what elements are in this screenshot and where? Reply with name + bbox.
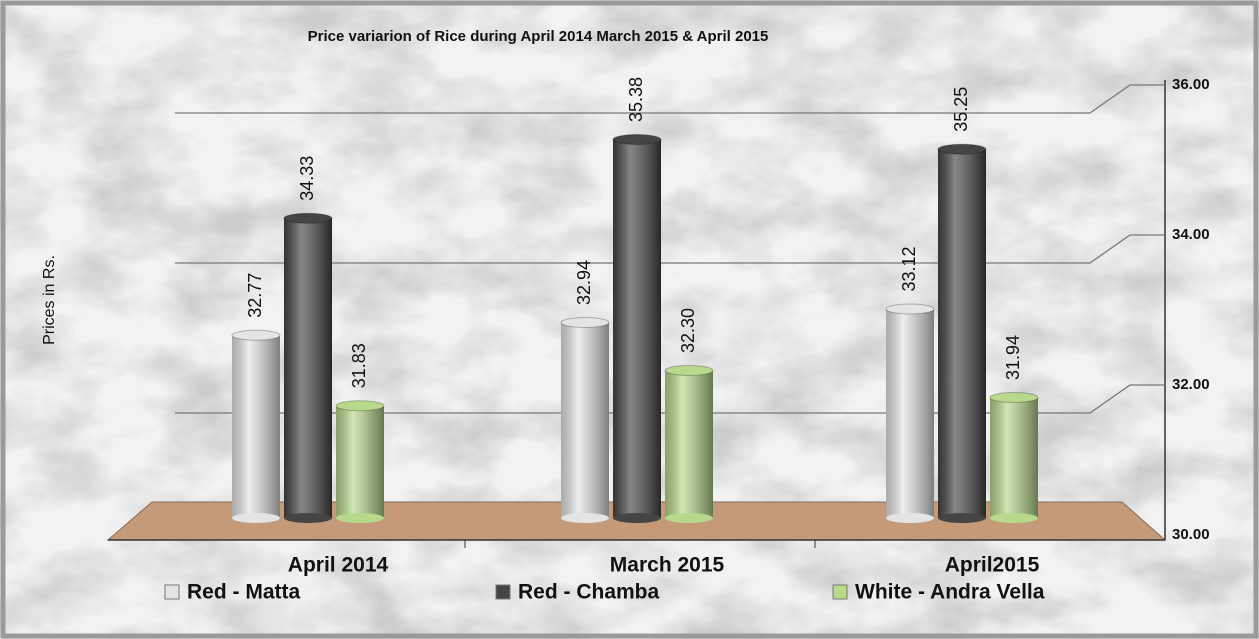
legend-label: Red - Matta: [187, 581, 300, 604]
data-label: 34.33: [297, 156, 317, 201]
data-label: 32.30: [678, 308, 698, 353]
legend-swatch: [832, 584, 848, 600]
bar: [989, 392, 1039, 523]
bar: [231, 329, 281, 523]
bar-bottom: [284, 513, 332, 523]
bar-bottom: [561, 513, 609, 523]
y-tick-label: 36.00: [1172, 76, 1210, 93]
bar-bottom: [938, 513, 986, 523]
bar-shade: [990, 397, 1038, 518]
y-axis-label: Prices in Rs.: [41, 255, 58, 345]
y-tick-label: 32.00: [1172, 376, 1210, 393]
bar-shade: [336, 405, 384, 518]
bar-bottom: [613, 513, 661, 523]
data-label: 31.83: [349, 343, 369, 388]
chart-title: Price variarion of Rice during April 201…: [308, 28, 769, 45]
y-tick-label: 34.00: [1172, 226, 1210, 243]
bar: [612, 134, 662, 523]
data-label: 33.12: [899, 246, 919, 291]
data-label: 32.94: [574, 260, 594, 305]
bar: [664, 365, 714, 523]
bar: [283, 212, 333, 523]
bar-top: [989, 392, 1039, 403]
bar-top: [335, 400, 385, 412]
data-label: 31.94: [1003, 335, 1023, 380]
bar-bottom: [665, 513, 713, 523]
bar-top: [612, 134, 662, 145]
data-label: 35.38: [626, 77, 646, 122]
grid-line: [175, 84, 1165, 114]
bar-bottom: [336, 513, 384, 523]
bar: [937, 143, 987, 523]
bar: [885, 303, 935, 523]
bar-bottom: [232, 513, 280, 523]
bar-bottom: [990, 513, 1038, 523]
x-tick-label: March 2015: [610, 554, 725, 577]
legend-label: Red - Chamba: [518, 581, 660, 604]
bar: [335, 400, 385, 523]
bar-shade: [232, 335, 280, 518]
bar-shade: [938, 149, 986, 518]
legend-label: White - Andra Vella: [855, 581, 1045, 604]
bar-shade: [561, 322, 609, 518]
bar-top: [560, 317, 610, 328]
x-tick-label: April 2014: [288, 554, 389, 577]
bar-shade: [613, 139, 661, 518]
legend-swatch: [495, 584, 511, 600]
bar-shade: [284, 218, 332, 518]
bar-top: [283, 212, 333, 224]
bar: [560, 317, 610, 523]
bar-top: [664, 365, 714, 376]
bar-shade: [665, 370, 713, 518]
bar-bottom: [886, 513, 934, 523]
legend-swatch: [164, 584, 180, 600]
bar-top: [885, 303, 935, 315]
y-tick-label: 30.00: [1172, 526, 1210, 543]
data-label: 35.25: [951, 87, 971, 132]
x-tick-label: April2015: [945, 554, 1040, 577]
bar-shade: [886, 309, 934, 518]
bar-top: [231, 329, 281, 341]
bar-top: [937, 143, 987, 155]
data-label: 32.77: [245, 273, 265, 318]
